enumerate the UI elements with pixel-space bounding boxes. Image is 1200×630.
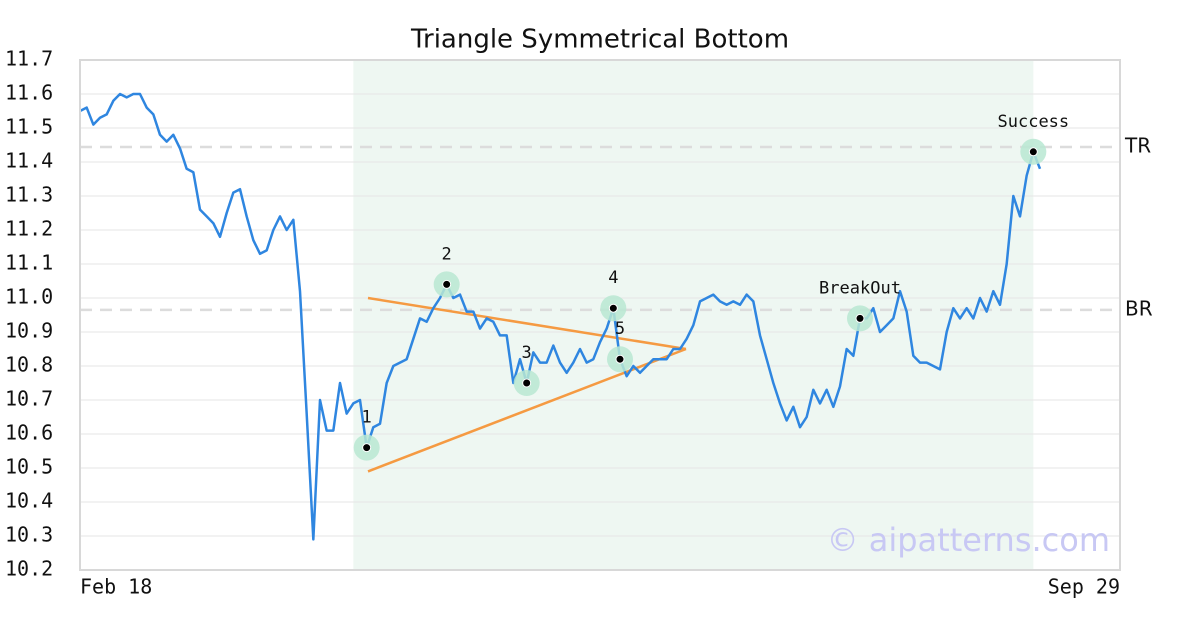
y-tick-label: 11.6 [5, 81, 53, 105]
y-tick-label: 11.5 [5, 115, 53, 139]
y-tick-label: 10.9 [5, 319, 53, 343]
y-tick-label: 11.3 [5, 183, 53, 207]
point-label: 5 [615, 319, 625, 339]
y-tick-label: 10.7 [5, 387, 53, 411]
y-tick-label: 10.3 [5, 523, 53, 547]
point-dot [1028, 147, 1038, 157]
watermark: © aipatterns.com [827, 521, 1110, 559]
reference-label: TR [1124, 134, 1151, 158]
pattern-region [353, 60, 1034, 570]
y-tick-label: 10.6 [5, 421, 53, 445]
y-tick-label: 11.2 [5, 217, 53, 241]
y-tick-label: 10.4 [5, 489, 53, 513]
point-dot [362, 443, 372, 453]
x-tick-label: Feb 18 [80, 575, 152, 599]
point-label: 2 [442, 244, 452, 264]
reference-label: BR [1125, 296, 1153, 320]
point-label: 1 [362, 408, 372, 428]
y-tick-label: 10.2 [5, 557, 53, 581]
point-dot [522, 378, 532, 388]
chart-title: Triangle Symmetrical Bottom [410, 25, 789, 55]
point-dot [442, 279, 452, 289]
y-tick-label: 10.8 [5, 353, 53, 377]
point-label: Success [998, 112, 1070, 132]
point-dot [855, 313, 865, 323]
plot-frame [79, 59, 1121, 571]
point-label: 4 [608, 268, 618, 288]
point-label: 3 [522, 343, 532, 363]
trendline [367, 347, 687, 473]
price-line [79, 92, 1042, 541]
y-tick-label: 11.7 [5, 47, 53, 71]
point-dot [615, 354, 625, 364]
y-tick-label: 11.4 [5, 149, 53, 173]
y-tick-label: 11.0 [5, 285, 53, 309]
y-tick-label: 10.5 [5, 455, 53, 479]
y-tick-label: 11.1 [5, 251, 53, 275]
trendline [367, 296, 687, 351]
point-dot [608, 303, 618, 313]
x-tick-label: Sep 29 [1048, 575, 1120, 599]
point-label: BreakOut [819, 278, 901, 298]
